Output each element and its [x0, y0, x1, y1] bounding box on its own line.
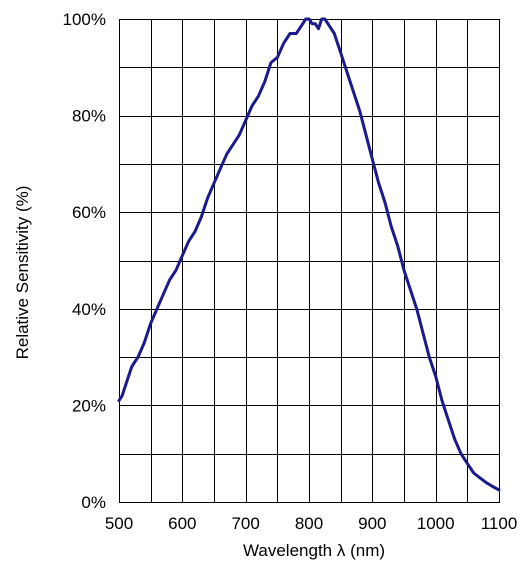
x-tick-label: 600: [168, 514, 196, 533]
y-tick-label: 40%: [72, 300, 106, 319]
x-tick-label: 500: [105, 514, 133, 533]
y-tick-label: 0%: [81, 493, 106, 512]
x-tick-label: 900: [358, 514, 386, 533]
sensitivity-curve: [117, 17, 501, 492]
y-axis-title: Relative Sensitivity (%): [13, 186, 32, 360]
y-axis-ticks: 0% 20% 40% 60% 80% 100%: [63, 10, 106, 512]
x-tick-label: 700: [231, 514, 259, 533]
x-axis-ticks: 500 600 700 800 900 1000 1100: [105, 514, 517, 533]
y-tick-label: 100%: [63, 10, 106, 29]
grid: [119, 19, 500, 503]
x-tick-label: 1000: [417, 514, 455, 533]
x-tick-label: 1100: [481, 514, 518, 533]
x-tick-label: 800: [295, 514, 323, 533]
y-tick-label: 20%: [72, 396, 106, 415]
x-axis-title: Wavelength λ (nm): [243, 541, 385, 560]
y-tick-label: 60%: [72, 203, 106, 222]
y-tick-label: 80%: [72, 107, 106, 126]
